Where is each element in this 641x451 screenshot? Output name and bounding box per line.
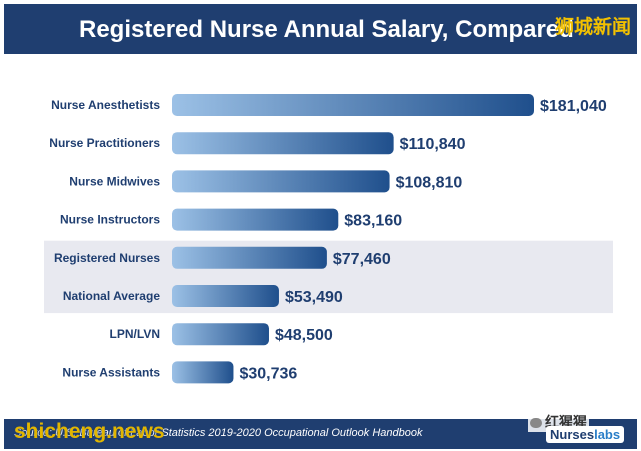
category-label: Registered Nurses — [54, 251, 160, 265]
bar-nurse-midwives — [172, 170, 390, 193]
value-label: $181,040 — [540, 98, 607, 115]
source-note: Source: U.S. Bureau of Labor Statistics … — [14, 427, 423, 439]
logo-text-2: labs — [594, 427, 621, 442]
value-label: $108,810 — [396, 174, 463, 191]
value-label: $53,490 — [285, 289, 343, 306]
category-label: LPN/LVN — [110, 327, 160, 341]
logo-text-1: Nurses — [550, 427, 595, 442]
wechat-icon — [530, 418, 542, 429]
category-label: Nurse Assistants — [62, 365, 160, 379]
bar-registered-nurses — [172, 246, 327, 269]
bar-lpn-lvn — [172, 323, 269, 346]
value-label: $77,460 — [333, 251, 391, 268]
category-label: Nurse Instructors — [60, 213, 160, 227]
bar-nurse-instructors — [172, 208, 339, 231]
highlight-band — [44, 240, 613, 314]
category-label: National Average — [63, 289, 160, 303]
bar-nurse-anesthetists — [172, 94, 534, 116]
category-label: Nurse Midwives — [69, 174, 160, 188]
value-label: $48,500 — [275, 327, 333, 344]
chart-title: Registered Nurse Annual Salary, Compared — [79, 16, 574, 43]
bar-nurse-assistants — [172, 361, 234, 384]
nurseslabs-logo: Nurseslabs — [546, 426, 625, 443]
value-label: $30,736 — [239, 365, 297, 382]
bar-national-average — [172, 285, 279, 307]
watermark-bottom: shicheng.news — [14, 420, 165, 443]
category-label: Nurse Practitioners — [49, 136, 160, 150]
value-label: $83,160 — [344, 213, 402, 230]
watermark-top: 狮城新闻 — [554, 17, 631, 38]
value-label: $110,840 — [400, 136, 466, 153]
bar-nurse-practitioners — [172, 132, 394, 155]
title-banner: Registered Nurse Annual Salary, Compared — [4, 4, 637, 54]
category-label: Nurse Anesthetists — [51, 98, 160, 112]
